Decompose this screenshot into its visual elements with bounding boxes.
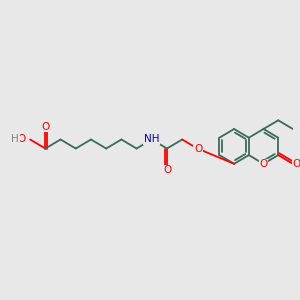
Text: O: O [194, 144, 202, 154]
Text: O: O [41, 122, 50, 132]
Text: NH: NH [144, 134, 160, 144]
Text: O: O [18, 134, 26, 145]
Text: O: O [260, 159, 268, 170]
Text: O: O [292, 159, 300, 170]
Text: H: H [11, 134, 19, 145]
Text: O: O [163, 165, 171, 176]
